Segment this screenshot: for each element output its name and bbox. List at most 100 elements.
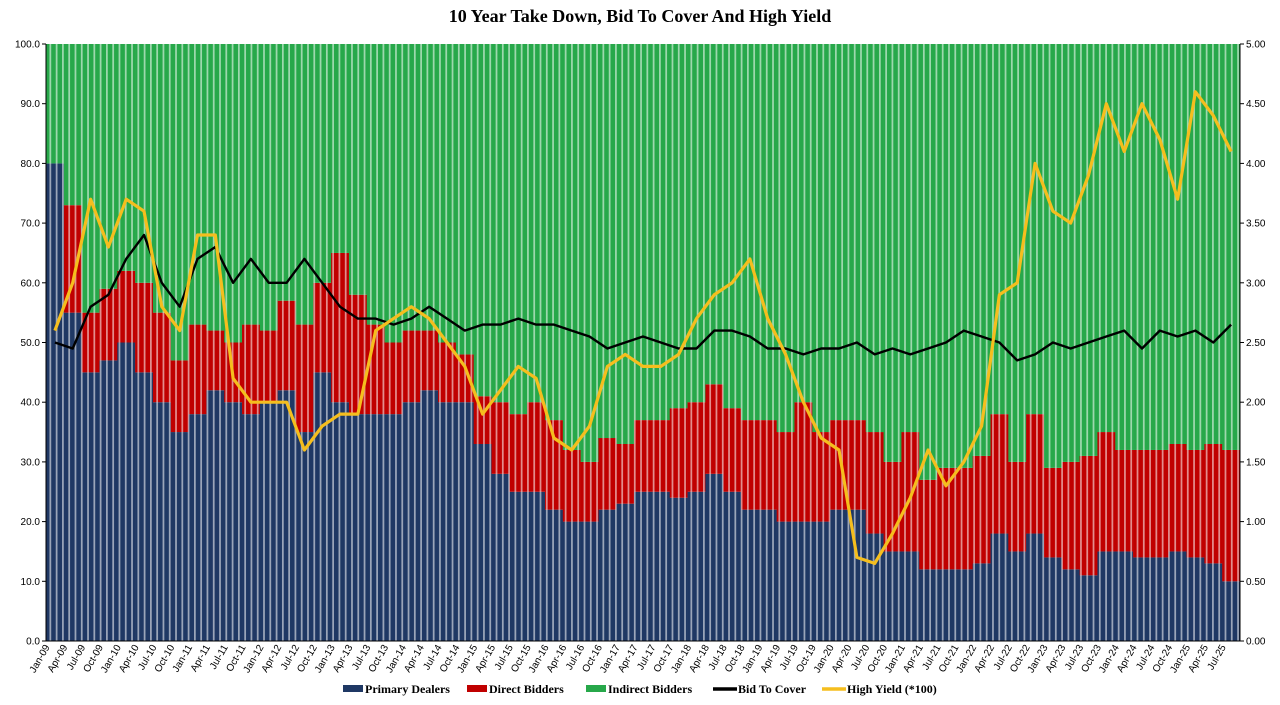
bar-indirect-bidders [1061, 44, 1080, 462]
bar-indirect-bidders [1043, 44, 1063, 468]
bar-gap [1205, 44, 1208, 641]
x-tick-label: Jul-25 [1206, 643, 1229, 672]
bar-gap [797, 44, 800, 641]
bar-gap [432, 44, 435, 641]
bar-direct-bidders [527, 402, 546, 492]
bar-indirect-bidders [259, 44, 278, 331]
bar-gap [753, 44, 756, 641]
bar-gap [765, 44, 768, 641]
bar-indirect-bidders [544, 44, 564, 421]
bar-gap [131, 44, 133, 641]
bar-indirect-bidders [188, 44, 207, 325]
bar-direct-bidders [295, 324, 314, 433]
bar-indirect-bidders [758, 44, 777, 421]
left-tick-label: 60.0 [21, 278, 41, 289]
bar-primary-dealers [812, 521, 831, 641]
bar-gap [872, 44, 875, 641]
left-tick-label: 30.0 [21, 457, 41, 468]
bar-primary-dealers [741, 509, 760, 641]
bar-indirect-bidders [598, 44, 617, 439]
bar-indirect-bidders [705, 44, 724, 385]
bar-gap [916, 44, 919, 641]
bar-gap [1048, 44, 1051, 641]
bar-indirect-bidders [46, 44, 65, 164]
lines-layer [53, 90, 1233, 566]
left-tick-label: 0.0 [26, 637, 40, 648]
bar-primary-dealers [152, 402, 172, 641]
bar-indirect-bidders [473, 44, 492, 397]
bar-direct-bidders [937, 467, 956, 570]
bar-indirect-bidders [63, 44, 82, 206]
bar-direct-bidders [366, 324, 385, 415]
bar-gap [652, 44, 655, 641]
bar-gap [225, 44, 228, 641]
bar-gap [665, 44, 668, 641]
bar-primary-dealers [758, 509, 777, 641]
right-tick-label: 4.00 [1246, 159, 1266, 170]
bar-primary-dealers [1061, 569, 1080, 641]
bar-direct-bidders [420, 330, 439, 391]
bar-gap [954, 44, 957, 641]
bar-gap [470, 44, 473, 641]
bar-gap [344, 44, 347, 641]
right-tick-label: 3.00 [1246, 278, 1266, 289]
bar-gap [483, 44, 485, 641]
bar-indirect-bidders [723, 44, 742, 409]
bar-gap [985, 44, 988, 641]
bar-gap [407, 44, 410, 641]
bar-gap [112, 44, 115, 641]
bar-gap [143, 44, 146, 641]
bar-direct-bidders [972, 455, 991, 564]
bar-direct-bidders [687, 402, 706, 492]
bar-gap [1105, 44, 1107, 641]
bar-gap [671, 44, 674, 641]
bar-indirect-bidders [313, 44, 332, 283]
bar-gap [93, 44, 96, 641]
bar-gap [816, 44, 818, 641]
bar-indirect-bidders [1026, 44, 1045, 415]
left-tick-label: 100.0 [15, 40, 40, 51]
bar-gap [948, 44, 950, 641]
bar-gap [250, 44, 253, 641]
bar-direct-bidders [170, 360, 189, 433]
bar-gap [263, 44, 265, 641]
bar-primary-dealers [544, 509, 564, 641]
bar-gap [690, 44, 693, 641]
bar-gap [514, 44, 517, 641]
bar-primary-dealers [366, 414, 385, 641]
bar-primary-dealers [473, 443, 492, 641]
bar-gap [313, 44, 316, 641]
bar-direct-bidders [1168, 443, 1187, 552]
bar-primary-dealers [188, 414, 207, 641]
bar-gap [1230, 44, 1233, 641]
bar-gap [388, 44, 391, 641]
bar-gap [1199, 44, 1202, 641]
bar-indirect-bidders [491, 44, 510, 403]
bar-direct-bidders [634, 420, 653, 492]
bar-gap [533, 44, 536, 641]
bar-indirect-bidders [1186, 44, 1205, 450]
bar-gap [288, 44, 291, 641]
bar-gap [734, 44, 737, 641]
bar-primary-dealers [1150, 557, 1170, 641]
bar-gap [1130, 44, 1133, 641]
bar-gap [772, 44, 774, 641]
bar-direct-bidders [812, 432, 831, 522]
left-tick-label: 40.0 [21, 398, 41, 409]
bar-primary-dealers [295, 432, 314, 641]
bar-indirect-bidders [616, 44, 635, 444]
bar-gap [162, 44, 165, 641]
bar-gap [589, 44, 592, 641]
bar-gap [193, 44, 196, 641]
bar-direct-bidders [313, 282, 332, 373]
bar-gap [803, 44, 806, 641]
bar-direct-bidders [705, 384, 724, 474]
bar-primary-dealers [170, 432, 189, 641]
bar-primary-dealers [99, 360, 118, 641]
right-tick-label: 0.50 [1246, 577, 1266, 588]
legend-label-indirect-bidders: Indirect Bidders [608, 682, 692, 696]
bar-direct-bidders [723, 408, 742, 492]
bar-primary-dealers [954, 569, 973, 641]
left-tick-label: 50.0 [21, 338, 41, 349]
bar-gap [118, 44, 121, 641]
